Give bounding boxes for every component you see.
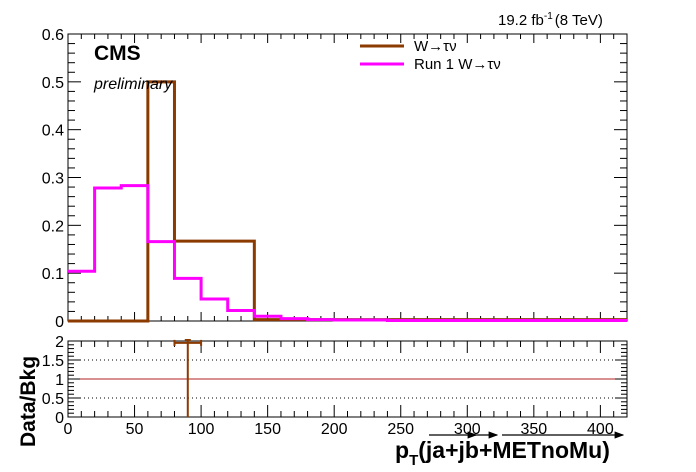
ratio-plot-panel: 00.511.52 0 50 100 150 200 250 300 350 400 Data/… [17, 334, 628, 447]
ratio-y-tick-label: 0 [55, 410, 64, 427]
ratio-x-tick-label: 400 [587, 421, 614, 438]
ratio-x-tick-label: 150 [254, 421, 281, 438]
ratio-y-tick-label: 1.5 [42, 353, 64, 370]
x-axis-title-subscript: T [409, 452, 418, 469]
ratio-x-tick-label: 50 [126, 421, 144, 438]
main-y-axis: 0 0.1 0.2 0.3 0.4 0.5 0.6 [42, 27, 627, 331]
ratio-y-tick-label: 1 [55, 372, 64, 389]
ratio-x-tick-label: 0 [64, 421, 73, 438]
lumi-label: 19.2 fb-1 (8 TeV) [498, 11, 603, 29]
ratio-x-tick-label: 250 [387, 421, 414, 438]
ratio-x-tick-label: 100 [188, 421, 215, 438]
preliminary-label: preliminary [93, 76, 173, 93]
main-y-tick-label: 0 [55, 314, 64, 331]
main-y-tick-label: 0.4 [42, 123, 64, 140]
ratio-x-tick-label: 350 [520, 421, 547, 438]
x-axis-title-main: p [395, 437, 409, 463]
ratio-x-axis: 0 50 100 150 200 250 300 350 400 [64, 341, 628, 438]
ratio-y-tick-label: 0.5 [42, 391, 64, 408]
lumi-value: 19.2 fb [498, 12, 544, 29]
ratio-x-tick-label: 200 [321, 421, 348, 438]
histogram-series [68, 80, 627, 323]
ratio-y-tick-label: 2 [55, 334, 64, 351]
lumi-exponent: -1 [544, 11, 553, 22]
main-y-tick-label: 0.6 [42, 27, 64, 44]
x-axis-title: pT(ja+jb+METnoMu) [395, 437, 610, 469]
legend-label-1: W→τν [414, 38, 457, 55]
main-plot-panel: 0 0.1 0.2 0.3 0.4 0.5 0.6 CMS preliminary W→τν… [42, 27, 628, 331]
x-axis-title-rest: (ja+jb+METnoMu) [418, 437, 610, 463]
histogram-series-1 [68, 80, 627, 323]
main-y-tick-label: 0.5 [42, 75, 64, 92]
ratio-y-axis: 0 0.5 1 1.5 2 [42, 334, 627, 427]
ratio-reference-lines [68, 359, 627, 399]
legend-label-2: Run 1 W→τν [414, 56, 501, 73]
histogram-series-2 [68, 184, 627, 323]
ratio-y-axis-title: Data/Bkg [17, 356, 40, 447]
ratio-points [173, 339, 203, 417]
lumi-energy: (8 TeV) [555, 12, 603, 29]
cms-label: CMS [94, 42, 141, 65]
main-y-tick-label: 0.3 [42, 171, 64, 188]
main-y-tick-label: 0.1 [42, 266, 64, 283]
main-y-tick-label: 0.2 [42, 218, 64, 235]
